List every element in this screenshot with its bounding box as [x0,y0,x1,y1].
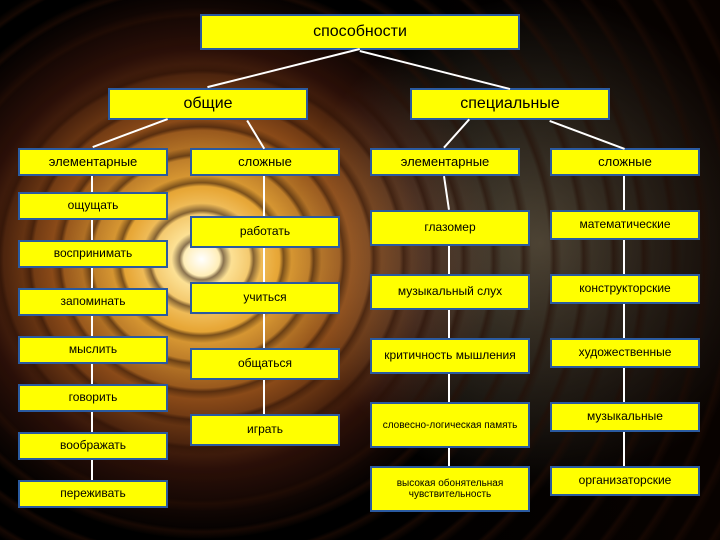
col3-item-0: глазомер [370,210,530,246]
col1-item-3: мыслить [18,336,168,364]
connector [263,176,265,216]
l3-c1: элементарные [18,148,168,176]
col4-item-0: математические [550,210,700,240]
col1-item-6: переживать [18,480,168,508]
col3-item-2: критичность мышления [370,338,530,374]
connector [208,48,360,88]
connector [443,176,450,210]
col1-item-0: ощущать [18,192,168,220]
connector [448,246,450,274]
diagram-container: способности общие специальные элементарные с… [0,0,720,540]
connector [91,316,93,336]
col2-item-2: общаться [190,348,340,380]
connector [263,248,265,282]
connector [448,310,450,338]
connector [91,412,93,432]
connector [92,118,168,148]
col4-item-2: художественные [550,338,700,368]
connector [623,176,625,210]
connector [263,380,265,414]
col3-item-1: музыкальный слух [370,274,530,310]
l3-c3: элементарные [370,148,520,176]
connector [444,119,470,148]
col1-item-4: говорить [18,384,168,412]
connector [360,50,510,90]
connector [263,314,265,348]
l3-c4: сложные [550,148,700,176]
special-box: специальные [410,88,610,120]
general-box: общие [108,88,308,120]
connector [91,220,93,240]
col3-item-3: словесно-логическая память [370,402,530,448]
connector [91,364,93,384]
col2-item-0: работать [190,216,340,248]
col3-item-4: высокая обонятельная чувствительность [370,466,530,512]
col4-item-1: конструкторские [550,274,700,304]
connector [91,176,93,192]
connector [623,432,625,466]
l3-c2: сложные [190,148,340,176]
connector [448,448,450,466]
connector [623,240,625,274]
connector [623,304,625,338]
connector [623,368,625,402]
col4-item-4: организаторские [550,466,700,496]
connector [91,460,93,480]
connector [91,268,93,288]
col2-item-1: учиться [190,282,340,314]
connector [448,374,450,402]
col1-item-5: воображать [18,432,168,460]
connector [549,120,625,150]
col4-item-3: музыкальные [550,402,700,432]
connector [246,120,265,149]
col1-item-2: запоминать [18,288,168,316]
col1-item-1: воспринимать [18,240,168,268]
col2-item-3: играть [190,414,340,446]
title-box: способности [200,14,520,50]
